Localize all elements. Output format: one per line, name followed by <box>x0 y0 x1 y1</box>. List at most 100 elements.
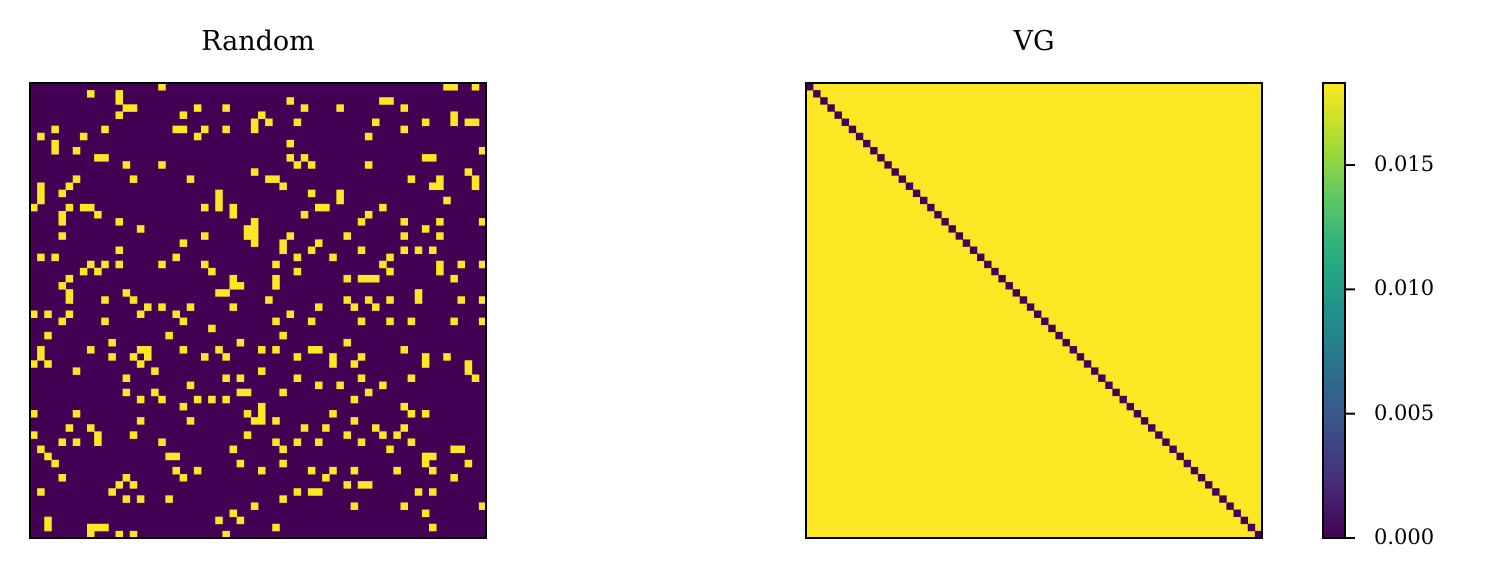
random-cell <box>272 175 280 183</box>
random-panel-frame <box>29 82 487 539</box>
vg-diagonal-cell <box>1048 324 1056 333</box>
random-cell <box>421 410 430 418</box>
random-cell <box>343 431 352 439</box>
random-cell <box>478 296 487 304</box>
vg-diagonal-cell <box>1254 530 1263 539</box>
random-cell <box>307 161 316 169</box>
random-cell <box>136 360 145 368</box>
random-cell <box>400 125 409 134</box>
random-cell <box>421 459 430 468</box>
random-cell <box>300 104 309 112</box>
random-cell <box>471 118 480 127</box>
vg-diagonal-cell <box>820 97 828 105</box>
random-cell <box>165 452 173 461</box>
vg-diagonal-cell <box>806 83 814 91</box>
random-cell <box>158 303 166 311</box>
random-cell <box>457 296 466 304</box>
random-cell <box>136 225 145 233</box>
vg-diagonal-cell <box>905 182 914 190</box>
random-cell <box>30 203 38 212</box>
random-cell <box>300 424 309 432</box>
colorbar-tick-label: 0.005 <box>1374 400 1435 425</box>
random-cell <box>236 459 245 468</box>
random-cell <box>44 331 52 340</box>
random-cell <box>158 438 166 446</box>
random-cell <box>464 367 473 375</box>
random-cell <box>37 189 45 198</box>
random-cell <box>436 267 444 276</box>
random-cell <box>464 118 473 127</box>
random-cell <box>407 438 416 446</box>
random-cell <box>101 125 109 134</box>
random-cell <box>322 203 330 212</box>
random-cell <box>336 381 344 390</box>
random-cell <box>307 189 316 198</box>
random-cell <box>222 530 230 539</box>
random-cell <box>179 402 188 411</box>
random-cell <box>144 303 152 311</box>
vg-diagonal-cell <box>1005 282 1013 290</box>
random-cell <box>44 523 52 532</box>
random-cell <box>30 410 38 418</box>
random-heatmap <box>30 83 487 539</box>
random-cell <box>250 239 259 247</box>
vg-diagonal-cell <box>934 210 942 219</box>
random-cell <box>72 438 81 446</box>
random-cell <box>471 374 480 382</box>
random-cell <box>101 317 109 326</box>
random-cell <box>30 310 38 319</box>
vg-diagonal-cell <box>948 225 956 233</box>
random-cell <box>201 232 209 240</box>
random-cell <box>37 253 45 262</box>
random-cell <box>37 182 45 191</box>
random-cell <box>201 203 209 212</box>
random-cell <box>471 83 480 91</box>
random-cell <box>193 466 202 475</box>
random-cell <box>443 353 451 361</box>
random-cell <box>193 104 202 112</box>
random-cell <box>229 203 238 212</box>
vg-diagonal-cell <box>841 118 850 126</box>
vg-diagonal-cell <box>855 132 864 141</box>
random-cell <box>94 154 102 162</box>
colorbar <box>1323 83 1345 538</box>
random-cell <box>322 424 330 432</box>
random-cell <box>300 154 309 162</box>
random-cell <box>421 452 430 461</box>
random-cell <box>293 438 302 446</box>
random-cell <box>208 395 216 404</box>
random-cell <box>457 445 466 454</box>
vg-heatmap <box>806 83 1263 539</box>
random-cell <box>115 97 124 105</box>
random-cell <box>329 360 337 368</box>
random-cell <box>65 203 74 212</box>
random-cell <box>293 267 302 276</box>
random-cell <box>364 296 373 304</box>
random-cell <box>37 196 45 205</box>
vg-diagonal-cell <box>1083 360 1092 368</box>
random-cell <box>122 388 131 397</box>
random-cell <box>329 353 337 361</box>
random-cell <box>65 289 74 297</box>
random-cell <box>65 296 74 304</box>
random-cell <box>122 374 131 382</box>
random-cell <box>122 289 131 297</box>
random-cell <box>58 317 67 326</box>
random-cell <box>364 210 373 219</box>
random-cell <box>122 474 131 482</box>
random-cell <box>236 338 245 347</box>
random-cell <box>436 232 444 240</box>
random-cell <box>165 495 173 503</box>
random-cell <box>386 97 394 105</box>
random-cell <box>243 225 252 233</box>
random-cell <box>258 111 266 119</box>
random-cell <box>386 317 394 326</box>
random-cell <box>236 282 245 290</box>
random-cell <box>179 346 188 354</box>
random-cell <box>236 374 245 382</box>
random-cell <box>279 445 287 454</box>
random-cell <box>58 282 67 290</box>
random-cell <box>272 274 280 283</box>
random-cell <box>450 474 458 482</box>
random-cell <box>229 303 238 311</box>
